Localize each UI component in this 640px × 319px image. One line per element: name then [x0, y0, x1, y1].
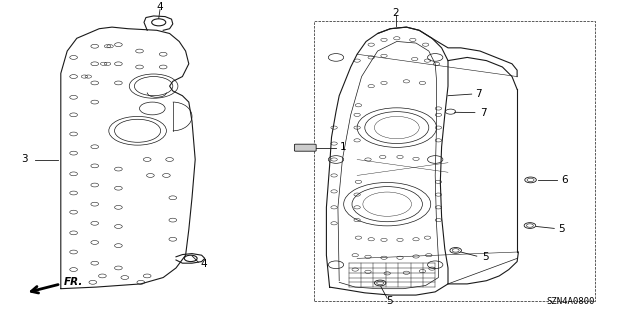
- Text: 2: 2: [392, 8, 399, 18]
- Bar: [314, 21, 595, 301]
- Text: 7: 7: [480, 108, 486, 118]
- Text: 3: 3: [21, 154, 28, 165]
- Text: 5: 5: [482, 252, 488, 262]
- Text: 6: 6: [561, 175, 568, 185]
- Text: 4: 4: [157, 2, 163, 12]
- Text: FR.: FR.: [64, 277, 83, 287]
- Text: SZN4A0800: SZN4A0800: [547, 297, 595, 306]
- Text: 5: 5: [386, 296, 392, 307]
- FancyBboxPatch shape: [294, 144, 316, 151]
- Text: 7: 7: [476, 89, 482, 99]
- Text: 4: 4: [200, 259, 207, 269]
- Text: 5: 5: [559, 224, 565, 234]
- Text: 1: 1: [340, 142, 346, 152]
